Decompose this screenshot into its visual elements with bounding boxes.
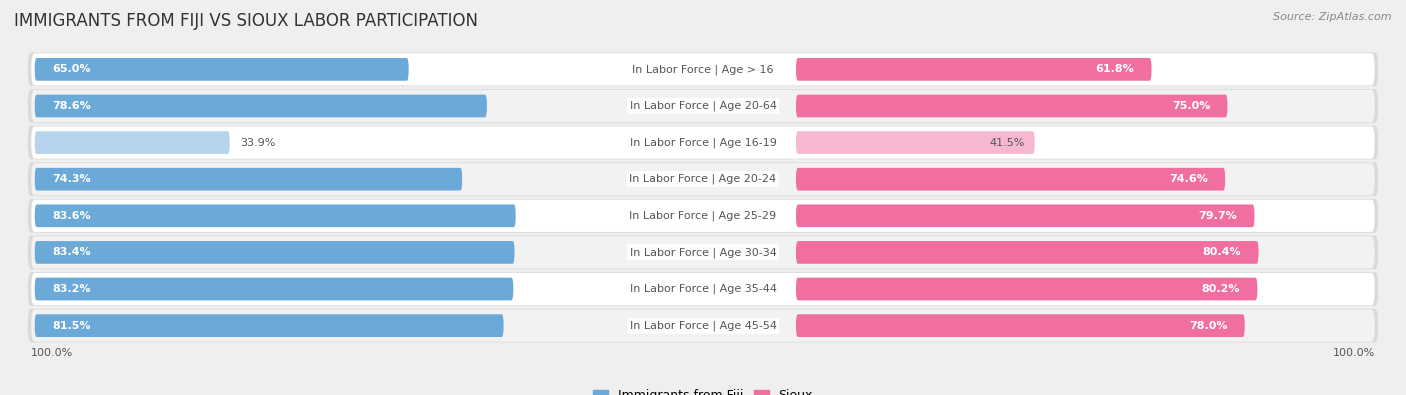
FancyBboxPatch shape (35, 168, 463, 190)
Text: 74.3%: 74.3% (52, 174, 90, 184)
FancyBboxPatch shape (28, 53, 1378, 86)
Text: 83.6%: 83.6% (52, 211, 90, 221)
FancyBboxPatch shape (31, 53, 1375, 85)
FancyBboxPatch shape (796, 278, 1257, 300)
Text: 78.6%: 78.6% (52, 101, 91, 111)
FancyBboxPatch shape (28, 162, 1378, 196)
FancyBboxPatch shape (35, 205, 516, 227)
FancyBboxPatch shape (31, 126, 1375, 159)
FancyBboxPatch shape (28, 89, 1378, 123)
FancyBboxPatch shape (31, 163, 1375, 195)
Text: In Labor Force | Age 35-44: In Labor Force | Age 35-44 (630, 284, 776, 294)
FancyBboxPatch shape (35, 314, 503, 337)
FancyBboxPatch shape (796, 95, 1227, 117)
Text: 75.0%: 75.0% (1171, 101, 1211, 111)
Text: Source: ZipAtlas.com: Source: ZipAtlas.com (1274, 12, 1392, 22)
FancyBboxPatch shape (35, 131, 229, 154)
Text: 41.5%: 41.5% (988, 137, 1025, 148)
Text: 33.9%: 33.9% (240, 137, 276, 148)
Text: 78.0%: 78.0% (1189, 321, 1227, 331)
Text: 83.2%: 83.2% (52, 284, 90, 294)
FancyBboxPatch shape (31, 236, 1375, 269)
FancyBboxPatch shape (28, 309, 1378, 342)
Text: In Labor Force | Age > 16: In Labor Force | Age > 16 (633, 64, 773, 75)
Text: 65.0%: 65.0% (52, 64, 90, 74)
Legend: Immigrants from Fiji, Sioux: Immigrants from Fiji, Sioux (588, 384, 818, 395)
FancyBboxPatch shape (31, 310, 1375, 342)
FancyBboxPatch shape (28, 126, 1378, 160)
FancyBboxPatch shape (35, 278, 513, 300)
Text: In Labor Force | Age 30-34: In Labor Force | Age 30-34 (630, 247, 776, 258)
FancyBboxPatch shape (796, 314, 1244, 337)
Text: In Labor Force | Age 16-19: In Labor Force | Age 16-19 (630, 137, 776, 148)
FancyBboxPatch shape (35, 95, 486, 117)
FancyBboxPatch shape (796, 58, 1152, 81)
Text: 74.6%: 74.6% (1168, 174, 1208, 184)
Text: IMMIGRANTS FROM FIJI VS SIOUX LABOR PARTICIPATION: IMMIGRANTS FROM FIJI VS SIOUX LABOR PART… (14, 12, 478, 30)
FancyBboxPatch shape (796, 168, 1225, 190)
FancyBboxPatch shape (28, 272, 1378, 306)
Text: In Labor Force | Age 45-54: In Labor Force | Age 45-54 (630, 320, 776, 331)
Text: In Labor Force | Age 20-24: In Labor Force | Age 20-24 (630, 174, 776, 184)
Text: 80.2%: 80.2% (1202, 284, 1240, 294)
FancyBboxPatch shape (796, 131, 1035, 154)
FancyBboxPatch shape (796, 241, 1258, 264)
FancyBboxPatch shape (35, 241, 515, 264)
FancyBboxPatch shape (31, 273, 1375, 305)
FancyBboxPatch shape (35, 58, 409, 81)
FancyBboxPatch shape (28, 235, 1378, 269)
Text: 100.0%: 100.0% (1333, 348, 1375, 357)
Text: 100.0%: 100.0% (31, 348, 73, 357)
FancyBboxPatch shape (796, 205, 1254, 227)
Text: 83.4%: 83.4% (52, 247, 90, 258)
Text: 61.8%: 61.8% (1095, 64, 1135, 74)
Text: 80.4%: 80.4% (1202, 247, 1241, 258)
Text: In Labor Force | Age 25-29: In Labor Force | Age 25-29 (630, 211, 776, 221)
Text: 79.7%: 79.7% (1198, 211, 1237, 221)
Text: 81.5%: 81.5% (52, 321, 90, 331)
FancyBboxPatch shape (31, 90, 1375, 122)
FancyBboxPatch shape (28, 199, 1378, 233)
FancyBboxPatch shape (31, 200, 1375, 232)
Text: In Labor Force | Age 20-64: In Labor Force | Age 20-64 (630, 101, 776, 111)
